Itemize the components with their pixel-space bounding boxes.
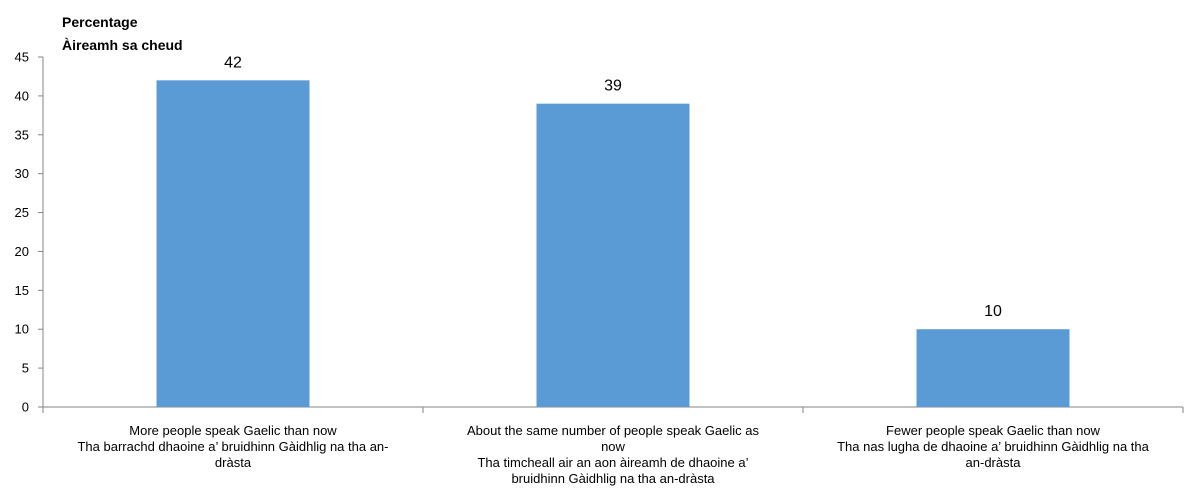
y-tick-label: 10 <box>15 322 29 337</box>
x-category-label: About the same number of people speak Ga… <box>467 423 759 486</box>
data-label: 10 <box>984 303 1002 320</box>
bar <box>536 103 690 408</box>
y-axis-title-gaelic: Àireamh sa cheud <box>62 37 183 53</box>
bar <box>916 329 1070 407</box>
y-axis-title-english: Percentage <box>62 14 138 30</box>
data-label: 42 <box>224 54 242 71</box>
x-category-label: Fewer people speak Gaelic than now Tha n… <box>837 423 1149 470</box>
y-tick-label: 40 <box>15 88 29 103</box>
y-tick-label: 5 <box>22 361 29 376</box>
y-tick-label: 0 <box>22 400 29 415</box>
y-tick-label: 25 <box>15 205 29 220</box>
y-tick-label: 15 <box>15 283 29 298</box>
y-tick-label: 45 <box>15 50 29 65</box>
x-category-label: More people speak Gaelic than now Tha ba… <box>77 423 389 470</box>
y-tick-label: 35 <box>15 127 29 142</box>
y-tick-label: 20 <box>15 244 29 259</box>
y-tick-label: 30 <box>15 166 29 181</box>
bar <box>156 80 310 407</box>
data-label: 39 <box>604 78 622 95</box>
